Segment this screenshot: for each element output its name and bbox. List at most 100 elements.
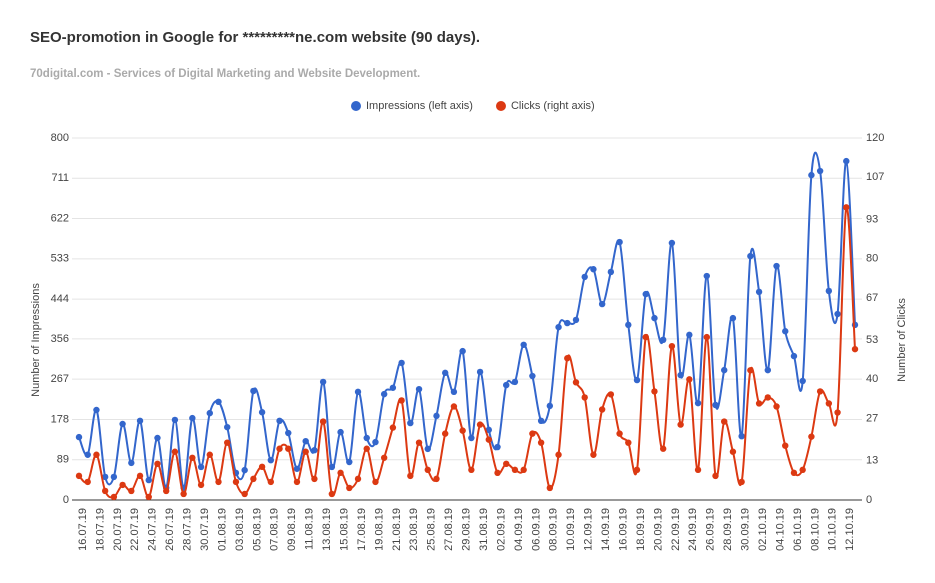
y-tick-label: 0 xyxy=(63,494,69,506)
data-point xyxy=(250,387,257,395)
data-point xyxy=(346,484,353,492)
data-point xyxy=(790,469,798,477)
x-tick-label: 28.09.19 xyxy=(722,508,734,551)
data-point xyxy=(380,454,388,461)
data-point xyxy=(468,434,475,442)
x-tick-label: 28.07.19 xyxy=(182,508,194,551)
data-point xyxy=(668,239,676,247)
x-tick-label: 30.09.19 xyxy=(740,508,752,551)
x-tick-label: 30.07.19 xyxy=(199,508,211,551)
legend-label: Impressions (left axis) xyxy=(366,100,473,112)
x-tick-label: 04.09.19 xyxy=(513,508,525,551)
data-point xyxy=(834,409,841,416)
data-point xyxy=(293,465,301,472)
data-point xyxy=(215,398,222,406)
y-tick-label: 89 xyxy=(57,454,69,466)
y-tick-label: 178 xyxy=(51,413,69,425)
data-point xyxy=(407,419,414,427)
data-point xyxy=(241,466,248,474)
x-tick-label: 18.07.19 xyxy=(94,508,106,551)
data-point xyxy=(808,171,815,179)
data-point xyxy=(128,459,135,467)
x-tick-label: 06.10.19 xyxy=(792,508,804,551)
data-point xyxy=(328,490,336,498)
data-point xyxy=(851,345,859,353)
data-point xyxy=(782,442,789,449)
data-point xyxy=(206,409,213,417)
data-point xyxy=(84,451,91,458)
data-point xyxy=(764,394,772,401)
data-point xyxy=(285,445,292,452)
data-point xyxy=(712,401,719,409)
data-point xyxy=(197,463,205,471)
data-point xyxy=(224,439,231,446)
x-tick-label: 23.08.19 xyxy=(408,508,420,551)
y-tick-label: 356 xyxy=(51,333,69,345)
data-point xyxy=(84,478,91,486)
x-tick-label: 20.09.19 xyxy=(652,508,664,551)
data-point xyxy=(843,204,850,211)
data-point xyxy=(529,430,536,437)
data-point xyxy=(755,288,763,296)
data-point xyxy=(363,434,370,442)
x-tick-label: 01.08.19 xyxy=(216,508,228,551)
data-point xyxy=(476,421,484,428)
x-tick-label: 11.08.19 xyxy=(304,508,316,550)
y2-tick-label: 93 xyxy=(866,213,878,225)
chart-subtitle: 70digital.com - Services of Digital Mark… xyxy=(30,68,420,80)
data-point xyxy=(346,458,353,466)
x-tick-label: 13.08.19 xyxy=(321,508,333,551)
x-tick-label: 18.09.19 xyxy=(635,508,647,551)
data-point xyxy=(215,478,222,486)
data-point xyxy=(511,466,519,474)
data-point xyxy=(319,378,327,386)
x-tick-label: 12.09.19 xyxy=(583,508,595,551)
y-tick-label: 533 xyxy=(51,253,69,265)
data-point xyxy=(276,417,283,425)
x-tick-label: 02.10.19 xyxy=(757,508,769,551)
data-point xyxy=(319,418,327,425)
x-tick-label: 24.09.19 xyxy=(687,508,699,551)
data-point xyxy=(180,490,187,498)
x-tick-label: 20.07.19 xyxy=(112,508,124,551)
data-point xyxy=(572,379,580,386)
x-tick-label: 26.07.19 xyxy=(164,508,176,551)
x-tick-label: 09.08.19 xyxy=(286,508,298,551)
data-point xyxy=(764,366,772,374)
data-point xyxy=(93,406,100,414)
data-point xyxy=(267,456,275,464)
data-point xyxy=(694,466,702,474)
data-point xyxy=(738,432,745,440)
x-tick-label: 08.09.19 xyxy=(548,508,560,551)
x-tick-label: 21.08.19 xyxy=(391,508,403,551)
data-point xyxy=(398,359,405,367)
x-tick-label: 04.10.19 xyxy=(774,508,786,551)
data-point xyxy=(790,352,798,360)
data-point xyxy=(537,439,545,446)
x-tick-label: 14.09.19 xyxy=(600,508,612,551)
data-point xyxy=(729,448,737,455)
data-point xyxy=(511,378,519,386)
y2-tick-label: 0 xyxy=(866,494,872,506)
data-point xyxy=(485,426,492,434)
data-point xyxy=(564,355,571,362)
data-point xyxy=(668,342,676,350)
data-point xyxy=(250,475,257,483)
data-point xyxy=(799,466,806,474)
data-point xyxy=(729,314,737,322)
data-point xyxy=(398,397,405,404)
y2-tick-label: 67 xyxy=(866,292,878,304)
data-point xyxy=(101,473,109,481)
data-point xyxy=(642,290,649,298)
x-tick-label: 22.09.19 xyxy=(670,508,682,551)
data-point xyxy=(616,430,623,437)
data-point xyxy=(450,388,458,396)
data-point xyxy=(537,417,545,425)
y-axis-title: Number of Impressions xyxy=(30,283,42,397)
data-point xyxy=(494,443,501,451)
series-line xyxy=(78,151,856,489)
data-point xyxy=(747,252,754,260)
data-point xyxy=(145,493,152,501)
data-point xyxy=(224,423,231,431)
